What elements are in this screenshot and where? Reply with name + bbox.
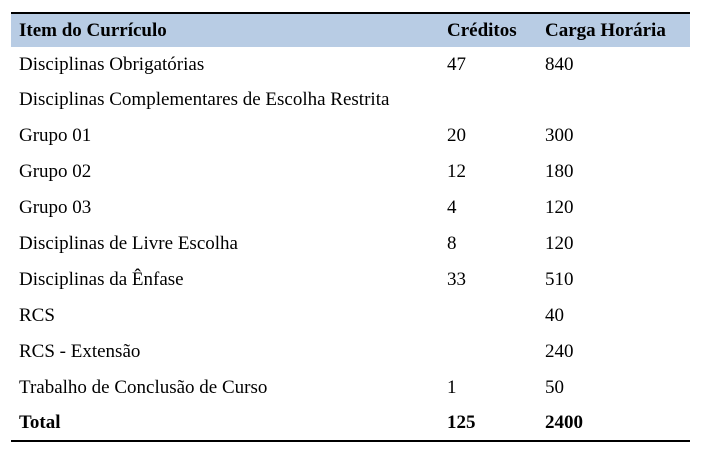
curriculum-table: Item do Currículo Créditos Carga Horária…	[11, 12, 690, 442]
row-credits: 12	[447, 160, 466, 182]
row-hours	[537, 81, 690, 117]
row-credits: 47	[447, 53, 466, 75]
total-credits: 125	[439, 405, 537, 442]
table-header-row: Item do Currículo Créditos Carga Horária	[11, 12, 690, 47]
row-credits	[439, 333, 537, 369]
row-item: RCS	[19, 304, 55, 326]
row-credits: 4	[447, 196, 457, 218]
row-hours: 120	[545, 232, 574, 254]
row-item: Grupo 01	[19, 124, 92, 146]
row-credits	[439, 297, 537, 333]
row-hours: 840	[545, 53, 574, 75]
table-row: RCS - Extensão 240	[11, 333, 690, 369]
header-credits: Créditos	[439, 12, 537, 47]
table-row: Grupo 01 20 300	[11, 117, 690, 153]
curriculum-table-container: Item do Currículo Créditos Carga Horária…	[11, 12, 690, 442]
row-credits: 33	[447, 268, 466, 290]
table-row: Disciplinas da Ênfase 33 510	[11, 261, 690, 297]
table-row: Disciplinas de Livre Escolha 8 120	[11, 225, 690, 261]
table-row: Trabalho de Conclusão de Curso 1 50	[11, 369, 690, 405]
row-credits: 8	[447, 232, 457, 254]
row-item: RCS - Extensão	[19, 340, 141, 362]
row-hours: 120	[545, 196, 574, 218]
row-item: Disciplinas Complementares de Escolha Re…	[19, 88, 390, 110]
row-credits	[439, 81, 537, 117]
row-hours: 300	[545, 124, 574, 146]
table-row: Grupo 02 12 180	[11, 153, 690, 189]
total-hours: 2400	[537, 405, 690, 442]
row-hours: 50	[545, 376, 564, 398]
table-row: RCS 40	[11, 297, 690, 333]
header-hours: Carga Horária	[537, 12, 690, 47]
row-item: Disciplinas de Livre Escolha	[19, 232, 238, 254]
row-hours: 510	[545, 268, 574, 290]
row-item: Disciplinas da Ênfase	[19, 268, 184, 290]
row-item: Grupo 03	[19, 196, 92, 218]
row-item: Disciplinas Obrigatórias	[19, 53, 205, 75]
row-item: Trabalho de Conclusão de Curso	[19, 376, 268, 398]
row-item: Grupo 02	[19, 160, 92, 182]
row-hours: 180	[545, 160, 574, 182]
table-total-row: Total 125 2400	[11, 405, 690, 442]
row-hours: 240	[545, 340, 574, 362]
row-credits: 20	[447, 124, 466, 146]
row-hours: 40	[545, 304, 564, 326]
table-row: Disciplinas Obrigatórias 47 840	[11, 47, 690, 81]
row-credits: 1	[447, 376, 457, 398]
table-row: Disciplinas Complementares de Escolha Re…	[11, 81, 690, 117]
total-label: Total	[11, 405, 439, 442]
table-row: Grupo 03 4 120	[11, 189, 690, 225]
header-item: Item do Currículo	[11, 12, 439, 47]
